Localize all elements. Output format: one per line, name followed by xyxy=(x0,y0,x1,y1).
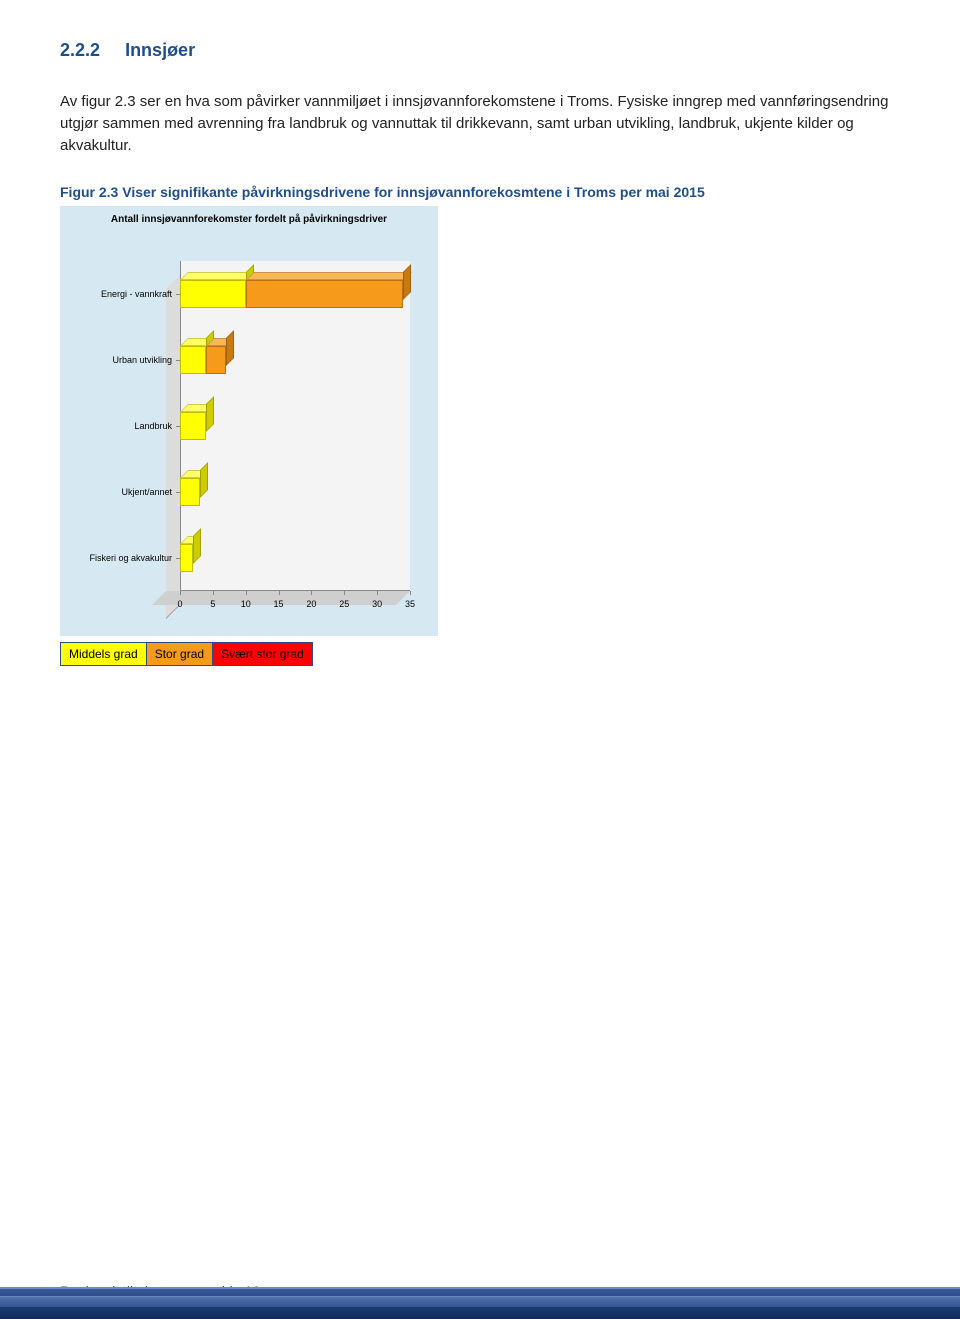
category-label: Landbruk xyxy=(60,421,172,431)
x-tick-label: 35 xyxy=(405,599,415,609)
legend-cell: Stor grad xyxy=(146,643,212,666)
chart-3d-sidewall xyxy=(166,275,180,619)
x-tick-label: 25 xyxy=(339,599,349,609)
bar-segment xyxy=(206,346,226,374)
footer-wave-graphic xyxy=(0,1287,960,1319)
page-footer: Regionalt tiltaksprogram side 16 xyxy=(0,1277,960,1319)
category-label: Urban utvikling xyxy=(60,355,172,365)
x-tick-label: 0 xyxy=(177,599,182,609)
x-tick xyxy=(213,591,214,595)
section-heading: 2.2.2 Innsjøer xyxy=(60,40,900,61)
bar-segment xyxy=(180,280,246,308)
bar-segment xyxy=(180,412,206,440)
bar-segment xyxy=(180,478,200,506)
bar-segment xyxy=(180,544,193,572)
x-tick-label: 10 xyxy=(241,599,251,609)
category-label: Energi - vannkraft xyxy=(60,289,172,299)
legend-cell: Middels grad xyxy=(61,643,147,666)
legend-cell: Svært stor grad xyxy=(213,643,313,666)
x-tick xyxy=(311,591,312,595)
legend-row: Middels gradStor gradSvært stor grad xyxy=(61,643,313,666)
category-label: Fiskeri og akvakultur xyxy=(60,553,172,563)
x-tick xyxy=(377,591,378,595)
x-tick xyxy=(279,591,280,595)
chart-title: Antall innsjøvannforekomster fordelt på … xyxy=(60,214,438,225)
x-tick-label: 5 xyxy=(210,599,215,609)
bar-segment xyxy=(246,280,404,308)
section-title: Innsjøer xyxy=(125,40,195,60)
bar-segment xyxy=(180,346,206,374)
figure-caption: Figur 2.3 Viser signifikante påvirknings… xyxy=(60,184,900,200)
legend-table: Middels gradStor gradSvært stor grad xyxy=(60,642,313,666)
x-tick xyxy=(344,591,345,595)
x-tick xyxy=(180,591,181,595)
category-label: Ukjent/annet xyxy=(60,487,172,497)
chart-backwall xyxy=(180,261,410,591)
section-number: 2.2.2 xyxy=(60,40,100,60)
x-tick-label: 20 xyxy=(306,599,316,609)
chart-plot-area: 05101520253035Energi - vannkraftUrban ut… xyxy=(180,261,410,591)
x-tick xyxy=(246,591,247,595)
x-tick xyxy=(410,591,411,595)
body-paragraph: Av figur 2.3 ser en hva som påvirker van… xyxy=(60,91,890,156)
x-tick-label: 15 xyxy=(274,599,284,609)
chart-panel: Antall innsjøvannforekomster fordelt på … xyxy=(60,206,438,636)
x-tick-label: 30 xyxy=(372,599,382,609)
